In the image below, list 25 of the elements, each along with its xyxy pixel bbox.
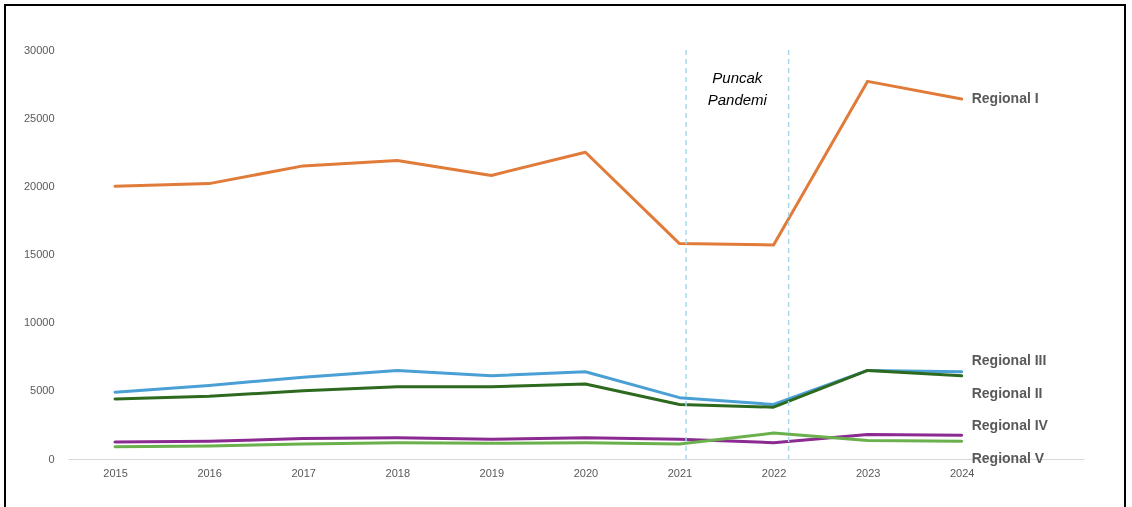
x-tick-label: 2017: [291, 466, 316, 479]
line-series: [113, 432, 964, 445]
y-tick-label: 0: [48, 452, 55, 465]
series-label: Regional II: [971, 384, 1043, 401]
series-label: Regional I: [971, 90, 1039, 107]
series-label: Regional V: [971, 450, 1045, 466]
x-tick-label: 2015: [103, 466, 128, 479]
series-label: Regional III: [971, 351, 1047, 368]
y-tick-label: 25000: [23, 111, 55, 124]
x-tick-label: 2022: [761, 466, 787, 479]
line-series: [113, 431, 964, 449]
x-tick-label: 2021: [667, 466, 693, 479]
y-tick-label: 30000: [23, 43, 55, 56]
x-tick-label: 2019: [479, 466, 505, 479]
x-tick-label: 2023: [855, 466, 881, 479]
x-tick-label: 2016: [197, 466, 222, 479]
y-tick-label: 20000: [23, 179, 55, 192]
x-tick-label: 2024: [949, 466, 975, 479]
series-label: Regional IV: [971, 417, 1049, 434]
y-tick-label: 10000: [23, 316, 55, 329]
y-tick-label: 15000: [23, 248, 55, 260]
annotation: Puncak Pandemi: [707, 69, 768, 108]
x-tick-label: 2018: [385, 466, 410, 479]
x-tick-label: 2020: [573, 466, 599, 479]
y-tick-label: 5000: [30, 384, 55, 397]
